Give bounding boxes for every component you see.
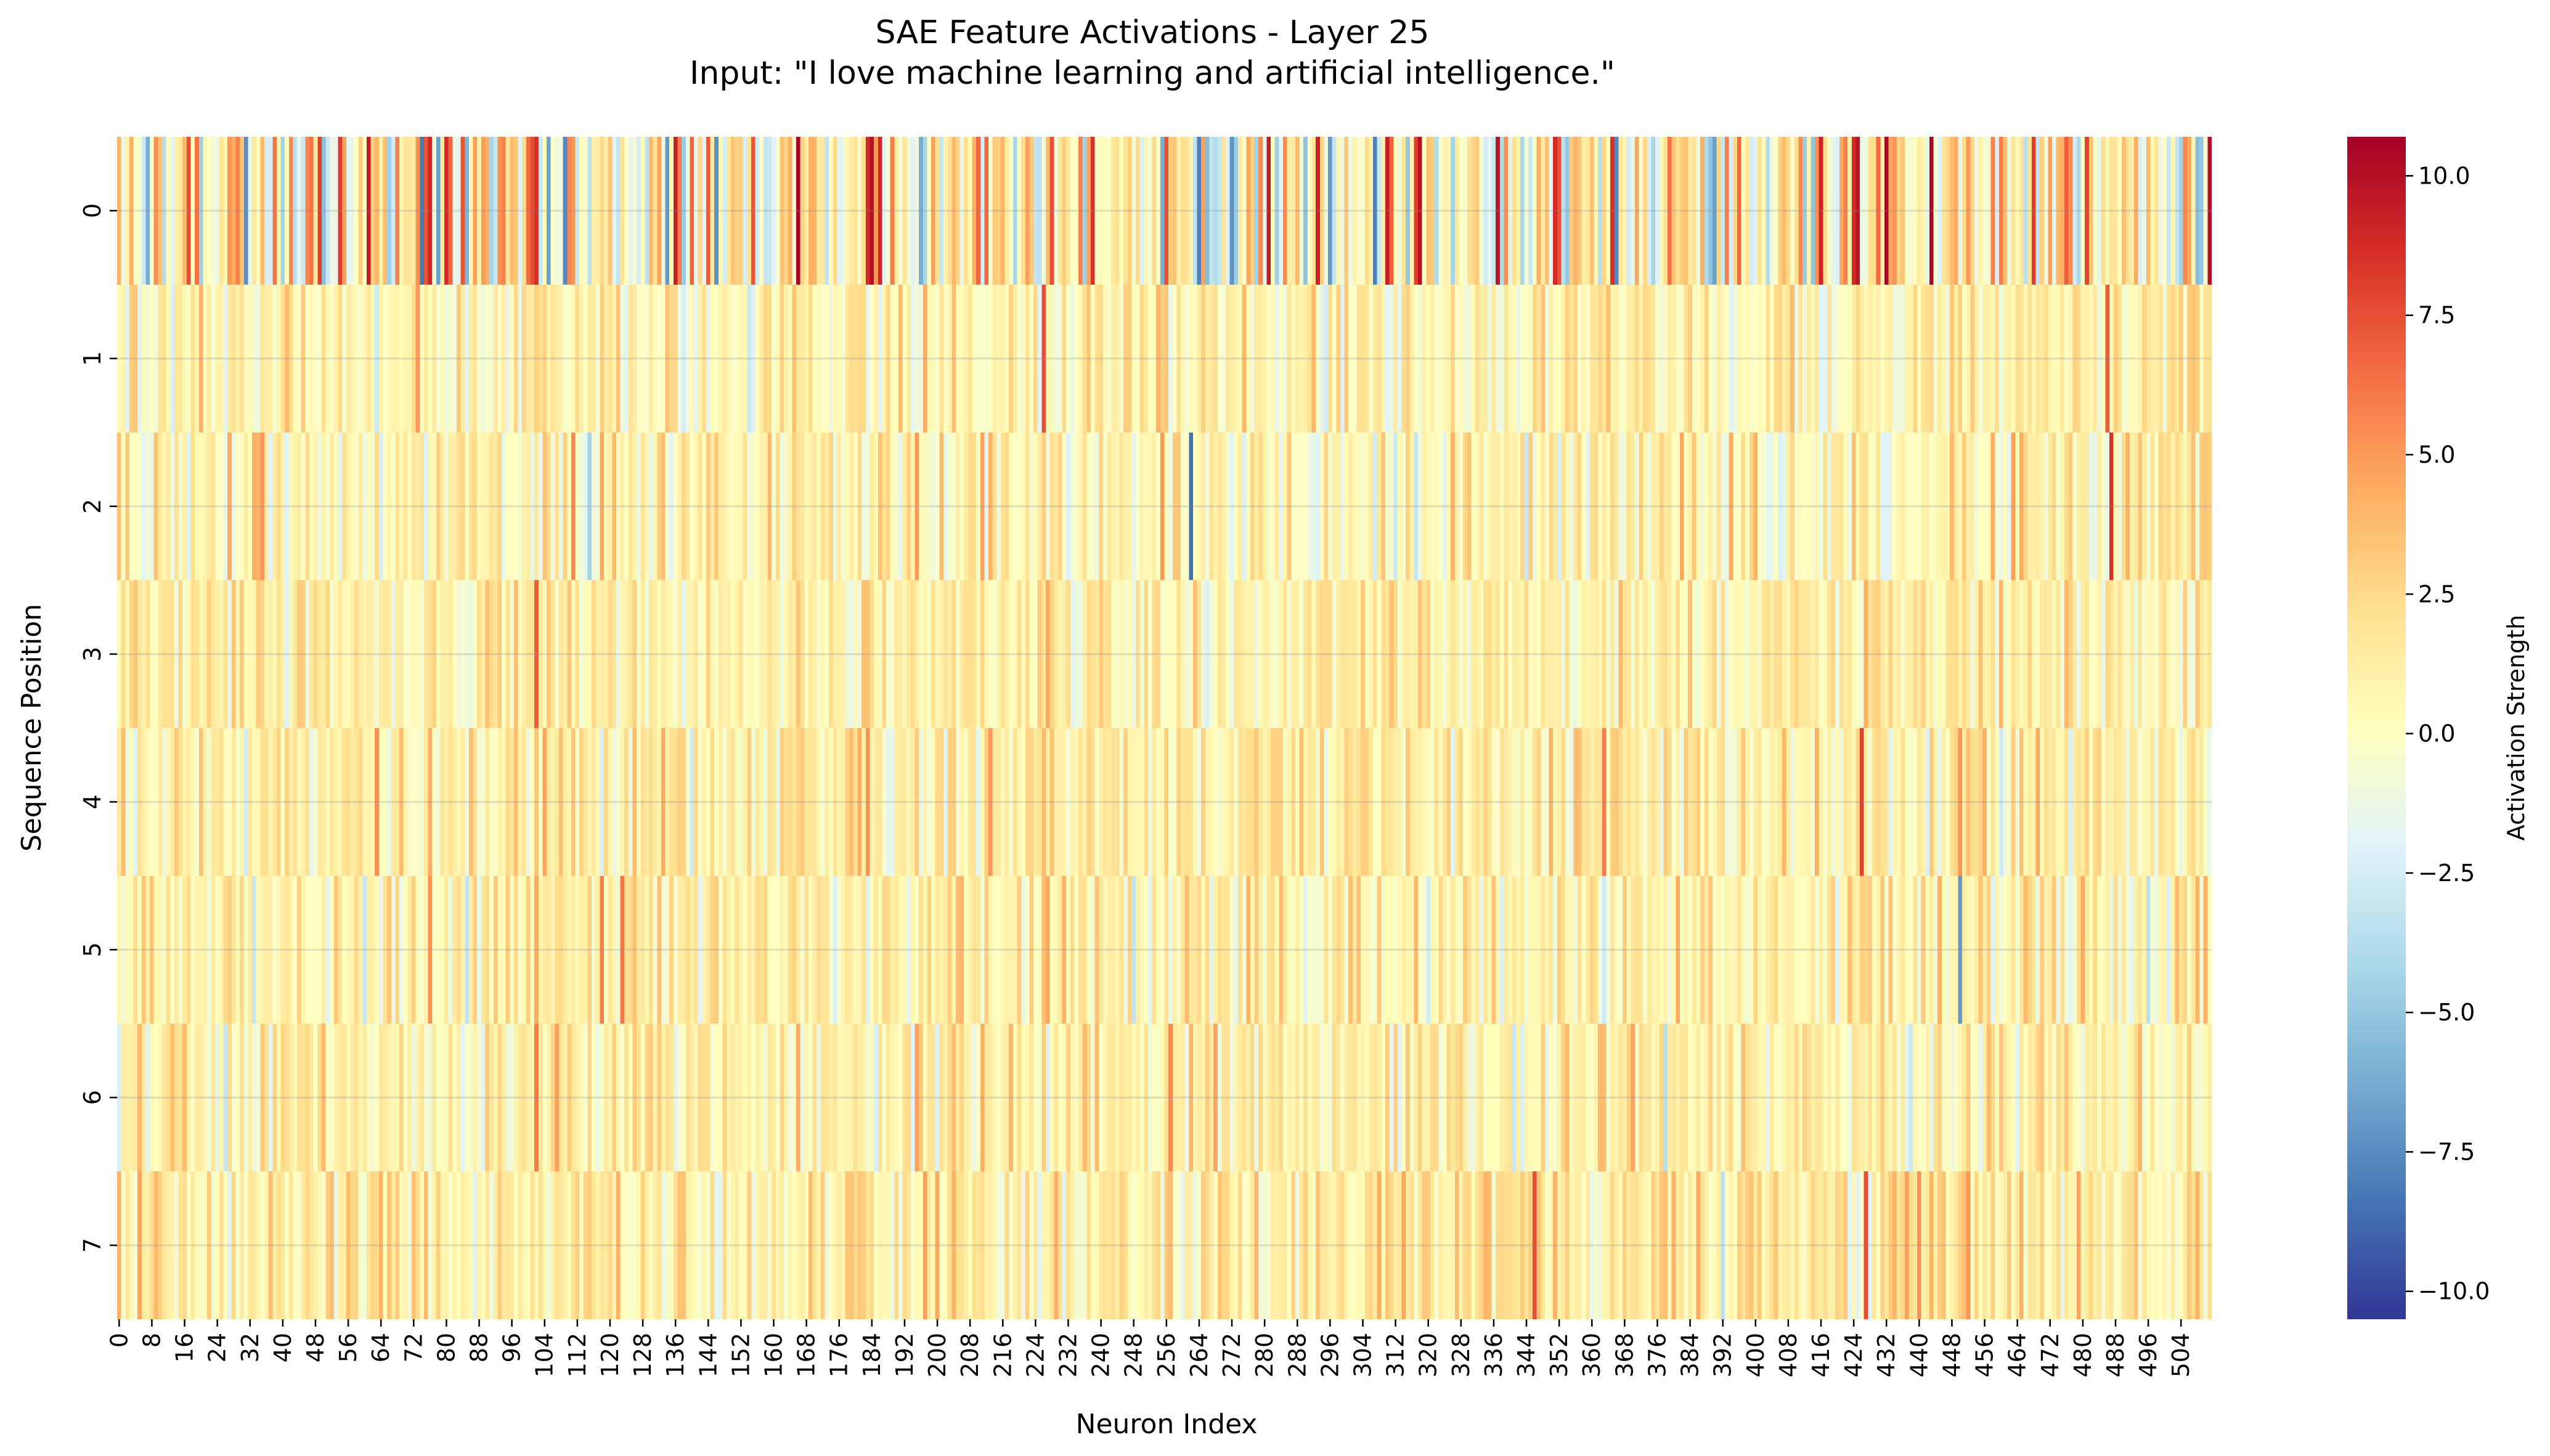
x-tick-label: 144 [695,1333,722,1378]
y-tick-label: 7 [79,1238,106,1253]
x-tick-label: 472 [2037,1333,2064,1378]
x-tick-label: 104 [531,1333,558,1378]
y-tick-label: 2 [79,499,106,514]
x-tick-label: 24 [204,1333,231,1362]
x-tick-label: 280 [1251,1333,1278,1378]
x-tick-label: 128 [629,1333,656,1378]
x-tick-label: 48 [302,1333,329,1362]
x-tick-label: 0 [105,1333,132,1348]
x-tick-label: 184 [858,1333,886,1378]
x-tick-label: 192 [891,1333,918,1378]
colorbar-tick-label: 5.0 [2418,441,2455,468]
x-tick-label: 136 [662,1333,689,1378]
colorbar-label: Activation Strength [2503,615,2530,841]
x-tick-label: 392 [1709,1333,1737,1378]
x-tick-label: 464 [2004,1333,2031,1378]
x-tick-label: 320 [1415,1333,1442,1378]
colorbar-tick-label: 7.5 [2418,302,2455,329]
x-tick-label: 16 [171,1333,198,1362]
x-tick-label: 328 [1448,1333,1475,1378]
x-tick-label: 40 [269,1333,296,1362]
x-tick-label: 72 [400,1333,427,1362]
x-tick-label: 432 [1873,1333,1900,1378]
colorbar [2347,137,2406,1319]
colorbar-ticks: 10.0 7.5 5.0 2.5 0.0 −2.5 −5.0 −7.5 −10.0 [2406,162,2490,1305]
row-grid [117,209,2212,1247]
x-tick-label: 408 [1775,1333,1802,1378]
colorbar-tick-label: −5.0 [2418,999,2475,1026]
chart-title: SAE Feature Activations - Layer 25 [876,14,1430,51]
x-tick-label: 176 [826,1333,853,1378]
x-tick-label: 368 [1611,1333,1638,1378]
x-tick-label: 456 [1971,1333,1998,1378]
x-tick-label: 384 [1677,1333,1704,1378]
x-tick-label: 168 [793,1333,820,1378]
y-tick-label: 3 [79,646,106,661]
heatmap-area [117,137,2212,1319]
x-tick-label: 360 [1578,1333,1605,1378]
x-tick-label: 96 [499,1333,526,1362]
x-tick-label: 344 [1513,1333,1540,1378]
x-tick-label: 480 [2069,1333,2096,1378]
y-tick-label: 0 [79,203,106,218]
colorbar-tick-label: 2.5 [2418,580,2455,608]
x-tick-label: 296 [1316,1333,1343,1378]
x-tick-label: 400 [1742,1333,1769,1378]
x-tick-label: 352 [1546,1333,1573,1378]
x-tick-label: 496 [2135,1333,2162,1378]
x-tick-label: 248 [1120,1333,1147,1378]
x-tick-label: 304 [1349,1333,1376,1378]
y-axis-label: Sequence Position [16,604,47,852]
x-tick-label: 8 [138,1333,165,1348]
x-tick-label: 64 [367,1333,394,1362]
x-tick-label: 32 [237,1333,264,1362]
x-tick-label: 448 [1938,1333,1965,1378]
x-tick-label: 272 [1218,1333,1245,1378]
x-tick-label: 112 [564,1333,591,1378]
y-tick-label: 5 [79,942,106,957]
colorbar-tick-label: −10.0 [2418,1278,2490,1305]
x-tick-label: 88 [466,1333,493,1362]
x-tick-label: 160 [760,1333,788,1378]
x-tick-label: 208 [956,1333,984,1378]
y-axis-ticks: 0 1 2 3 4 5 6 7 [79,203,117,1253]
x-tick-label: 264 [1186,1333,1213,1378]
x-tick-label: 416 [1807,1333,1835,1378]
x-tick-label: 240 [1088,1333,1115,1378]
x-tick-label: 376 [1644,1333,1671,1378]
x-tick-label: 120 [597,1333,624,1378]
x-tick-label: 440 [1905,1333,1933,1378]
x-tick-label: 224 [1022,1333,1049,1378]
x-tick-label: 424 [1840,1333,1867,1378]
x-tick-label: 336 [1480,1333,1507,1378]
y-tick-label: 1 [79,351,106,366]
x-tick-label: 504 [2167,1333,2194,1378]
colorbar-tick-label: 0.0 [2418,720,2455,747]
colorbar-tick-label: −7.5 [2418,1138,2475,1165]
x-tick-label: 56 [335,1333,362,1362]
chart-subtitle: Input: "I love machine learning and arti… [690,55,1615,92]
x-tick-label: 232 [1054,1333,1082,1378]
y-tick-label: 6 [79,1090,106,1105]
colorbar-tick-label: 10.0 [2418,162,2471,189]
x-tick-label: 488 [2102,1333,2129,1378]
x-tick-label: 288 [1284,1333,1311,1378]
x-tick-label: 152 [727,1333,754,1378]
y-tick-label: 4 [79,794,106,809]
x-axis-label: Neuron Index [1076,1409,1258,1440]
x-tick-label: 80 [433,1333,460,1362]
colorbar-tick-label: −2.5 [2418,860,2475,887]
x-axis-ticks: 0 8 16 24 32 40 48 56 64 72 80 88 96 104 112 120 128 136 1… [105,1319,2194,1378]
x-tick-label: 256 [1153,1333,1180,1378]
x-tick-label: 216 [989,1333,1016,1378]
heatmap-cells [117,137,2212,1319]
x-tick-label: 200 [924,1333,951,1378]
x-tick-label: 312 [1382,1333,1409,1378]
